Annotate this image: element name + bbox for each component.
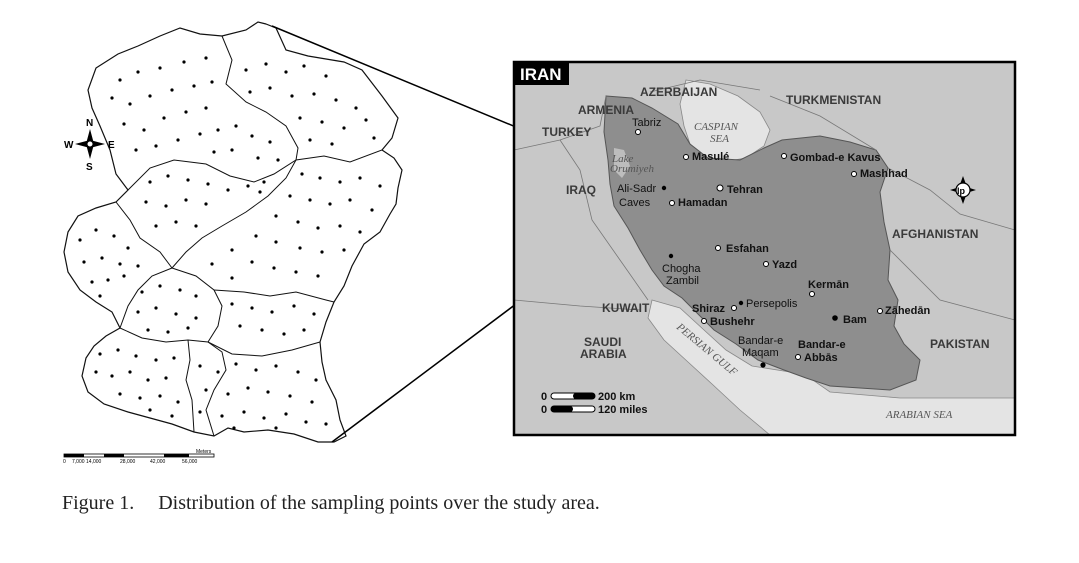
figure-caption: Figure 1. Distribution of the sampling po… (62, 492, 600, 515)
label-arabian-sea: ARABIAN SEA (885, 409, 953, 421)
label-orumiyeh: Orumiyeh (610, 163, 654, 175)
study-area-boundary (63, 21, 403, 443)
label-chogha: Chogha (662, 263, 701, 275)
scale-tick-1: 7,000 (72, 459, 85, 465)
map-title: IRAN (520, 65, 562, 84)
label-caves: Caves (619, 197, 651, 209)
label-tehran: Tehran (727, 184, 763, 196)
map-frame (512, 60, 1017, 437)
compass-s-label: S (86, 162, 93, 173)
label-bandar-e-abbas-2: Abbās (804, 352, 838, 364)
caption-text: Distribution of the sampling points over… (158, 492, 600, 514)
label-kerman: Kermān (808, 279, 849, 291)
study-area-scale-bar: Meters 0 7,000 14,000 28,000 42,000 56,0… (63, 449, 215, 465)
district-boundaries (115, 35, 383, 437)
persian-gulf (647, 299, 1015, 435)
label-yazd: Yazd (772, 259, 797, 271)
compass-n-label: N (86, 118, 93, 129)
sampling-points (78, 56, 382, 430)
label-shiraz: Shiraz (692, 303, 726, 315)
label-caspian: CASPIAN (694, 121, 739, 133)
label-turkey: TURKEY (542, 125, 591, 139)
lake-orumiyeh (614, 148, 630, 178)
label-arabia: ARABIA (580, 347, 627, 361)
label-bandar-e-maqam-1: Bandar-e (738, 335, 783, 347)
scale-zero-miles: 0 (541, 404, 547, 416)
label-bam: Bam (843, 314, 867, 326)
label-sea: SEA (710, 133, 729, 145)
label-pakistan: PAKISTAN (930, 337, 990, 351)
label-turkmenistan: TURKMENISTAN (786, 93, 881, 107)
scale-tick-5: 56,000 (182, 459, 198, 465)
iran-locator-map: IRAN AZERBAIJAN TURKMENISTAN ARMENIA TUR… (512, 60, 1017, 437)
label-bandar-e-maqam-2: Maqam (742, 347, 779, 359)
label-lake: Lake (611, 153, 634, 165)
label-hamadan: Hamadan (678, 197, 728, 209)
label-mashhad: Mashhad (860, 168, 908, 180)
label-tabriz: Tabriz (632, 117, 661, 129)
scale-zero-km: 0 (541, 391, 547, 403)
site-markers (661, 185, 838, 368)
scale-tick-2: 14,000 (86, 459, 102, 465)
country-borders (514, 79, 1015, 321)
caption-figure-number: Figure 1. (62, 492, 135, 514)
lp-logo-text: lp (957, 186, 966, 196)
compass-rose-icon: N S E W (64, 118, 115, 173)
label-gombad-e-kavus: Gombad-e Kavus (790, 152, 880, 164)
scale-km-label: 200 km (598, 391, 636, 403)
label-bandar-e-abbas-1: Bandar-e (798, 339, 846, 351)
label-kuwait: KUWAIT (602, 301, 650, 315)
iran-land (603, 95, 921, 391)
label-zahedan: Zāhedān (885, 305, 931, 317)
iran-scale-bar: 0 200 km 0 120 miles (541, 391, 648, 416)
label-iraq: IRAQ (566, 183, 596, 197)
scale-tick-4: 42,000 (150, 459, 166, 465)
city-markers (635, 129, 883, 360)
scale-miles-label: 120 miles (598, 404, 648, 416)
compass-w-label: W (64, 140, 74, 151)
study-area-map (63, 21, 403, 443)
label-persepolis: Persepolis (746, 298, 798, 310)
scale-tick-3: 28,000 (120, 459, 136, 465)
label-saudi: SAUDI (584, 335, 621, 349)
label-masule: Masulé (692, 151, 729, 163)
label-armenia: ARMENIA (578, 103, 634, 117)
label-bushehr: Bushehr (710, 316, 755, 328)
map-title-box (515, 63, 569, 85)
label-ali-sadr: Ali-Sadr (617, 183, 656, 195)
label-esfahan: Esfahan (726, 243, 769, 255)
lp-logo-icon: lp (950, 176, 976, 204)
compass-e-label: E (108, 140, 115, 151)
scale-tick-0: 0 (63, 459, 66, 465)
scale-unit-label: Meters (196, 449, 212, 455)
label-azerbaijan: AZERBAIJAN (640, 85, 717, 99)
label-afghanistan: AFGHANISTAN (892, 227, 978, 241)
label-zambil: Zambil (666, 275, 699, 287)
